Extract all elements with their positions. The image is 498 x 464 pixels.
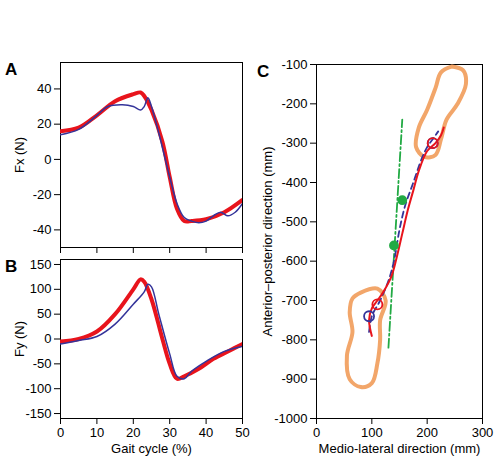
- svg-text:-500: -500: [281, 214, 307, 229]
- svg-text:Fy (N): Fy (N): [12, 321, 27, 357]
- svg-text:-300: -300: [281, 135, 307, 150]
- svg-text:-40: -40: [33, 222, 52, 237]
- svg-text:-100: -100: [281, 57, 307, 72]
- svg-text:50: 50: [235, 425, 249, 440]
- svg-text:Fx (N): Fx (N): [12, 137, 27, 173]
- svg-text:40: 40: [199, 425, 213, 440]
- svg-text:-50: -50: [33, 356, 52, 371]
- svg-text:-200: -200: [281, 96, 307, 111]
- svg-text:-800: -800: [281, 332, 307, 347]
- svg-text:30: 30: [162, 425, 176, 440]
- svg-text:0: 0: [57, 425, 64, 440]
- svg-text:300: 300: [472, 425, 494, 440]
- html-text:B: B: [5, 257, 18, 276]
- svg-text:-900: -900: [281, 371, 307, 386]
- svg-text:Anterior–posterior direction (: Anterior–posterior direction (mm): [260, 146, 275, 336]
- svg-text:200: 200: [416, 425, 438, 440]
- html-text:A: A: [5, 60, 18, 79]
- svg-text:-400: -400: [281, 175, 307, 190]
- svg-text:150: 150: [30, 257, 52, 272]
- svg-text:-20: -20: [33, 187, 52, 202]
- svg-text:0: 0: [313, 425, 320, 440]
- svg-text:20: 20: [126, 425, 140, 440]
- svg-text:20: 20: [37, 116, 51, 131]
- svg-text:Medio-lateral direction (mm): Medio-lateral direction (mm): [319, 441, 481, 456]
- svg-text:100: 100: [30, 281, 52, 296]
- html-text:C: C: [257, 62, 270, 81]
- svg-text:0: 0: [44, 152, 51, 167]
- svg-text:100: 100: [361, 425, 383, 440]
- svg-text:50: 50: [37, 306, 51, 321]
- svg-text:-150: -150: [25, 406, 51, 421]
- svg-text:10: 10: [90, 425, 104, 440]
- svg-text:-700: -700: [281, 293, 307, 308]
- svg-text:0: 0: [44, 331, 51, 346]
- svg-text:-600: -600: [281, 253, 307, 268]
- svg-text:-100: -100: [25, 381, 51, 396]
- svg-text:40: 40: [37, 81, 51, 96]
- svg-text:-1000: -1000: [274, 411, 307, 426]
- svg-text:Gait cycle (%): Gait cycle (%): [111, 441, 192, 456]
